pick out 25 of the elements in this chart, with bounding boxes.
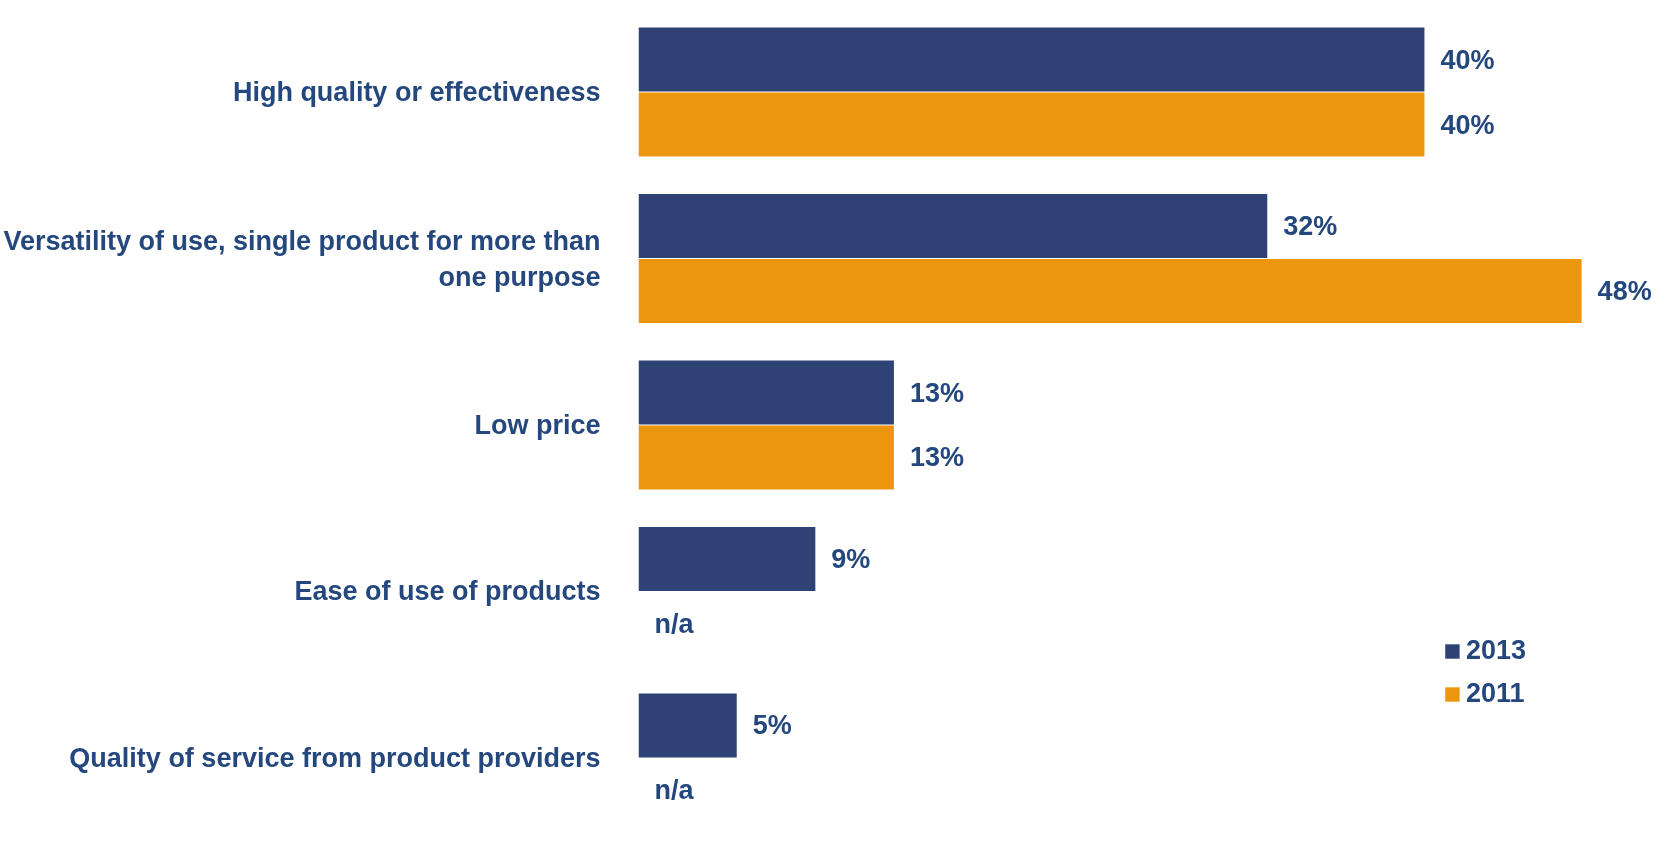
bar bbox=[638, 194, 1268, 259]
data-label: 40% bbox=[1440, 109, 1495, 140]
bar bbox=[638, 527, 816, 591]
bar bbox=[638, 425, 894, 490]
bar bbox=[638, 27, 1425, 92]
bar bbox=[638, 693, 737, 758]
data-label: 9% bbox=[831, 544, 871, 575]
y-tick-label: Versatility of use, single product for more than one purpose bbox=[3, 225, 601, 292]
y-tick-label: Low price bbox=[474, 410, 601, 440]
data-label: 13% bbox=[909, 442, 964, 473]
text: n/a bbox=[654, 775, 694, 806]
text: n/a bbox=[654, 608, 694, 639]
legend-label: 2013 bbox=[1465, 635, 1526, 666]
data-label: 48% bbox=[1597, 275, 1652, 306]
bar bbox=[638, 360, 894, 425]
y-tick-label: High quality or effectiveness bbox=[232, 77, 601, 108]
y-tick-label: Ease of use of products bbox=[294, 576, 601, 607]
bar bbox=[638, 92, 1425, 157]
data-label: 13% bbox=[909, 377, 964, 408]
legend-label: 2011 bbox=[1465, 678, 1525, 709]
y-tick-label: Quality of service from product providers bbox=[69, 742, 601, 773]
data-label: 40% bbox=[1440, 44, 1495, 75]
data-label: 5% bbox=[752, 710, 792, 741]
data-label: 32% bbox=[1283, 211, 1338, 242]
bar bbox=[638, 259, 1582, 323]
